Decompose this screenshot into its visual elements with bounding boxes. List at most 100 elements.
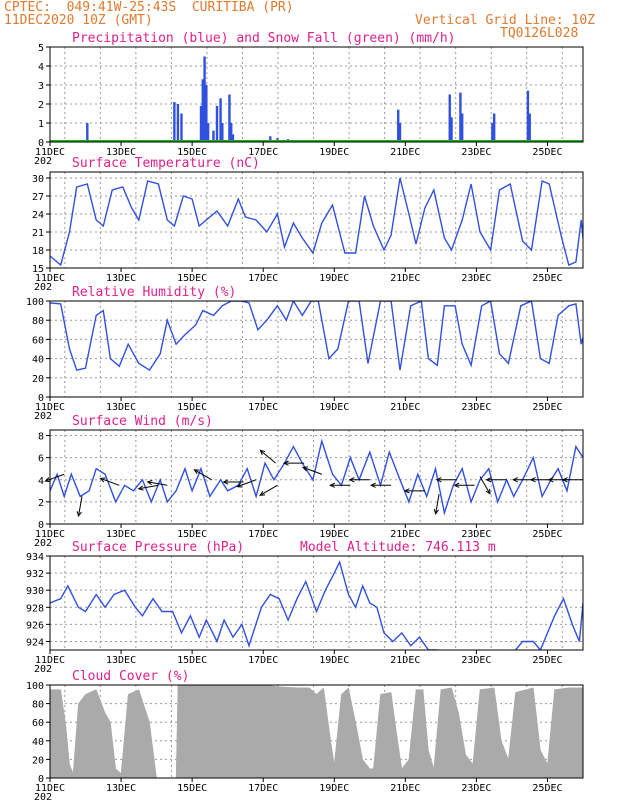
- wind-arrow: [435, 494, 440, 514]
- wind-series-line: [50, 438, 583, 516]
- wind-arrow-head: [403, 488, 410, 494]
- y-tick-label: 27: [32, 192, 44, 203]
- x-tick-label: 23DEC: [461, 147, 491, 158]
- precip-bar: [212, 130, 215, 142]
- x-tick-label: 17DEC: [248, 529, 278, 540]
- x-tick-label: 11DEC: [35, 273, 65, 284]
- x-tick-label: 17DEC: [248, 655, 278, 666]
- x-tick-label: 11DEC: [35, 402, 65, 413]
- wind-arrow: [259, 484, 278, 496]
- wind-arrow-head: [453, 482, 460, 488]
- precip-bar: [201, 79, 204, 142]
- x-tick-label: 21DEC: [390, 529, 420, 540]
- y-tick-label: 0: [38, 774, 44, 785]
- precip-bar: [180, 113, 183, 142]
- cloud-area: [49, 684, 584, 779]
- press-frame: [49, 555, 584, 651]
- y-tick-label: 18: [32, 246, 44, 257]
- wind-arrow-head: [76, 511, 82, 518]
- wind-arrow: [259, 449, 276, 464]
- x-tick-label: 15DEC: [177, 783, 207, 794]
- wind-arrow-head: [44, 477, 51, 483]
- x-tick-label: 13DEC: [106, 655, 136, 666]
- x-year-stub: 202: [34, 538, 52, 549]
- precip-bar: [269, 136, 272, 142]
- y-tick-label: 80: [32, 700, 44, 711]
- precip-bar: [203, 56, 206, 142]
- x-tick-label: 19DEC: [319, 147, 349, 158]
- x-tick-label: 11DEC: [35, 783, 65, 794]
- x-year-stub: 202: [34, 411, 52, 422]
- x-tick-label: 25DEC: [532, 273, 562, 284]
- temp-frame: [49, 171, 584, 269]
- wind-arrow: [138, 484, 159, 490]
- wind-arrow-head: [146, 479, 153, 486]
- y-tick-label: 0: [38, 393, 44, 404]
- y-tick-label: 40: [32, 355, 44, 366]
- wind-arrow: [479, 476, 491, 495]
- precip-bar: [492, 113, 496, 142]
- precip-bar: [205, 85, 208, 142]
- x-tick-label: 13DEC: [106, 783, 136, 794]
- wind-frame: [49, 429, 584, 525]
- wind-arrow-head: [259, 490, 266, 496]
- wind-arrow: [237, 479, 257, 488]
- x-tick-label: 23DEC: [461, 655, 491, 666]
- y-tick-label: 30: [32, 174, 44, 185]
- x-tick-label: 15DEC: [177, 147, 207, 158]
- y-tick-label: 60: [32, 335, 44, 346]
- precip-bar: [526, 90, 530, 142]
- x-tick-label: 15DEC: [177, 529, 207, 540]
- wind-arrow-head: [433, 508, 439, 515]
- y-tick-label: 930: [26, 586, 44, 597]
- precip-bar: [230, 123, 233, 142]
- x-tick-label: 19DEC: [319, 783, 349, 794]
- wind-arrow-head: [435, 477, 442, 483]
- wind-arrow: [147, 481, 168, 486]
- rh-title: Relative Humidity (%): [72, 285, 236, 300]
- x-tick-label: 25DEC: [532, 783, 562, 794]
- y-tick-label: 4: [38, 476, 44, 487]
- wind-arrow-head: [99, 477, 106, 483]
- precip-bar: [206, 123, 210, 142]
- x-year-stub: 202: [34, 156, 52, 167]
- cloud-panel: 0 20 40 60 80 100 11DEC 13DEC 15DEC 17DEC 19DEC 21D…: [26, 669, 584, 800]
- wind-arrow: [78, 496, 83, 517]
- x-tick-label: 11DEC: [35, 147, 65, 158]
- y-tick-label: 100: [26, 681, 44, 692]
- x-tick-label: 19DEC: [319, 655, 349, 666]
- wind-arrow-head: [512, 477, 518, 483]
- precip-bar: [215, 105, 219, 142]
- x-tick-label: 13DEC: [106, 402, 136, 413]
- precip-bar: [231, 134, 235, 142]
- x-tick-label: 23DEC: [461, 273, 491, 284]
- precip-title: Precipitation (blue) and Snow Fall (gree…: [72, 31, 456, 46]
- x-year-stub: 202: [34, 792, 52, 800]
- temp-series-line: [50, 177, 583, 267]
- wind-arrow: [45, 473, 65, 482]
- precip-bar: [199, 105, 203, 142]
- header-run-time: 11DEC2020 10Z (GMT): [4, 13, 153, 28]
- x-tick-label: 19DEC: [319, 402, 349, 413]
- rh-panel: 0 20 40 60 80 100 11DEC 13DEC 15DEC 17DEC 19DEC 21D…: [26, 285, 584, 422]
- x-tick-label: 23DEC: [461, 402, 491, 413]
- wind-arrow-head: [137, 485, 144, 491]
- precip-frame: [49, 46, 584, 143]
- x-tick-label: 13DEC: [106, 273, 136, 284]
- wind-arrow-head: [561, 477, 568, 483]
- x-tick-label: 15DEC: [177, 402, 207, 413]
- precip-bar: [448, 94, 451, 142]
- precip-bar: [176, 104, 180, 142]
- x-tick-label: 17DEC: [248, 147, 278, 158]
- wind-arrow-head: [329, 482, 335, 488]
- y-tick-label: 6: [38, 454, 44, 465]
- x-tick-label: 17DEC: [248, 402, 278, 413]
- header-grid-note: Vertical Grid Line: 10Z: [415, 13, 596, 28]
- wind-panel: 0 2 4 6 8 11DEC 13DEC 15DEC 17DEC 19DEC 21DEC 23DEC…: [34, 414, 584, 549]
- y-tick-label: 3: [38, 81, 44, 92]
- x-tick-label: 11DEC: [35, 529, 65, 540]
- wind-arrow-head: [547, 477, 554, 483]
- wind-arrow-head: [236, 482, 243, 488]
- y-tick-label: 20: [32, 755, 44, 766]
